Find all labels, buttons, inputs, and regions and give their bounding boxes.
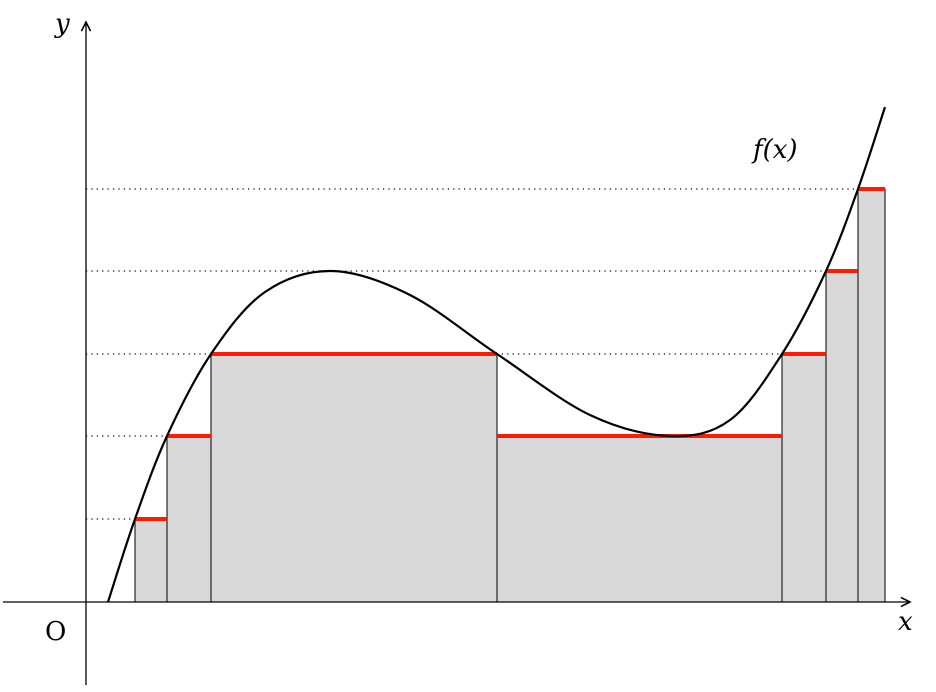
x-axis-label: x bbox=[898, 607, 913, 637]
bar bbox=[781, 353, 827, 603]
bars bbox=[134, 188, 886, 603]
bar bbox=[210, 353, 498, 603]
bar bbox=[825, 270, 859, 603]
bar bbox=[496, 435, 783, 603]
level-lines bbox=[135, 187, 885, 521]
origin-label: O bbox=[45, 617, 66, 647]
function-curve bbox=[106, 106, 887, 603]
function-label: f(x) bbox=[751, 135, 798, 165]
bar bbox=[134, 518, 168, 603]
y-axis-label: y bbox=[54, 9, 70, 39]
bar bbox=[166, 435, 212, 603]
bar bbox=[857, 188, 886, 603]
dotted-guides bbox=[86, 188, 858, 520]
